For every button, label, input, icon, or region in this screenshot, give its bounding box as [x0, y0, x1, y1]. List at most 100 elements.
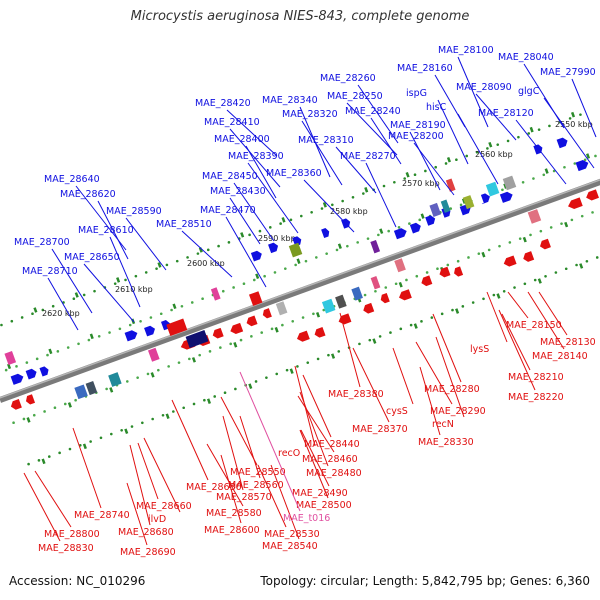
reverse-gene-label: MAE_28660 [136, 501, 192, 512]
guide-dot [482, 297, 485, 301]
guide-dot [579, 113, 582, 116]
forward-gene-label: MAE_28120 [478, 108, 534, 119]
scale-tick [109, 387, 114, 393]
forward-gene-label: MAE_28710 [22, 266, 78, 277]
guide-dot [335, 248, 339, 252]
guide-dot [363, 293, 367, 297]
reverse-gene-arrow [246, 315, 258, 327]
scale-tick [586, 153, 591, 159]
guide-dot [378, 335, 382, 338]
guide-dot [273, 271, 277, 274]
guide-dot [436, 267, 439, 271]
feature-box [248, 291, 263, 306]
guide-dot [387, 229, 390, 233]
guide-dot [250, 335, 253, 338]
reverse-gene-label: MAE_28580 [206, 508, 262, 519]
reverse-gene-label: MAE_28560 [228, 480, 284, 491]
guide-dot [130, 425, 134, 428]
guide-dot [539, 229, 543, 233]
guide-dot [68, 447, 72, 451]
guide-dot [0, 323, 3, 327]
feature-box [462, 195, 475, 210]
guide-dot [263, 274, 266, 278]
scale-tick [289, 368, 294, 374]
reverse-label-leader [129, 444, 151, 526]
guide-dot [229, 342, 232, 346]
guide-dot [366, 237, 370, 240]
guide-dot [408, 222, 411, 225]
guide-dot [12, 421, 15, 425]
reverse-label-leader [222, 415, 244, 491]
guide-dot [234, 387, 237, 391]
guide-dot [99, 436, 103, 440]
guide-dot [595, 256, 599, 259]
feature-box [429, 202, 442, 217]
rna-label-leader [239, 371, 301, 512]
guide-dot [498, 244, 501, 248]
guide-dot [405, 278, 408, 282]
forward-gene-arrow [533, 144, 543, 155]
guide-dot [456, 259, 460, 263]
scale-tick [116, 277, 121, 283]
scale-tick [455, 308, 460, 314]
guide-dot [575, 263, 578, 267]
guide-dot [299, 214, 303, 218]
reverse-label-leader [126, 482, 148, 546]
reverse-label-leader [501, 313, 531, 371]
guide-dot [341, 199, 344, 203]
scale-tick [33, 307, 38, 313]
guide-dot [384, 286, 388, 289]
guide-dot [201, 297, 204, 301]
forward-gene-label: MAE_28340 [262, 95, 318, 106]
genome-stats-text: Topology: circular; Length: 5,842,795 bp… [260, 574, 590, 588]
reverse-label-leader [220, 396, 258, 466]
reverse-label-leader [72, 427, 102, 509]
forward-gene-label: hisC [426, 102, 447, 113]
guide-dot [72, 297, 76, 300]
guide-dot [82, 293, 86, 297]
forward-gene-arrow [409, 222, 421, 234]
guide-dot [312, 312, 315, 316]
scale-tick [398, 281, 403, 288]
guide-dot [513, 286, 516, 289]
guide-dot [186, 256, 189, 259]
guide-dot [35, 357, 39, 361]
guide-dot [337, 350, 341, 353]
scale-tick [240, 232, 245, 238]
reverse-label-leader [339, 312, 361, 388]
guide-dot [475, 150, 479, 154]
guide-dot [397, 226, 401, 229]
reverse-label-leader [270, 464, 300, 540]
guide-dot [301, 316, 305, 319]
guide-dot [270, 327, 274, 331]
guide-dot [430, 316, 434, 319]
reverse-gene-arrow [10, 399, 22, 410]
scale-tick [446, 156, 451, 163]
forward-gene-label: MAE_28620 [60, 189, 116, 200]
guide-dot [170, 308, 173, 312]
reverse-label-leader [23, 472, 61, 542]
guide-dot [289, 218, 293, 222]
reverse-label-leader [299, 429, 329, 499]
scale-tick [420, 213, 425, 219]
guide-dot [446, 263, 450, 267]
guide-dot [377, 233, 380, 237]
guide-dot [159, 312, 163, 316]
forward-label-leader [543, 97, 595, 169]
scale-tick [522, 236, 527, 243]
reverse-gene-arrow [380, 293, 390, 304]
guide-dot [285, 368, 289, 372]
guide-dot [594, 154, 597, 158]
guide-dot [56, 350, 60, 353]
scale-tick [41, 458, 46, 465]
guide-dot [529, 233, 532, 237]
reverse-label-leader [137, 442, 159, 500]
guide-dot [265, 376, 268, 379]
guide-dot [451, 308, 454, 312]
forward-label-leader [229, 197, 261, 245]
forward-gene-label: MAE_28270 [340, 151, 396, 162]
feature-box [351, 286, 363, 301]
guide-dot [440, 312, 444, 316]
scale-tick [337, 243, 342, 249]
guide-dot [188, 357, 191, 361]
